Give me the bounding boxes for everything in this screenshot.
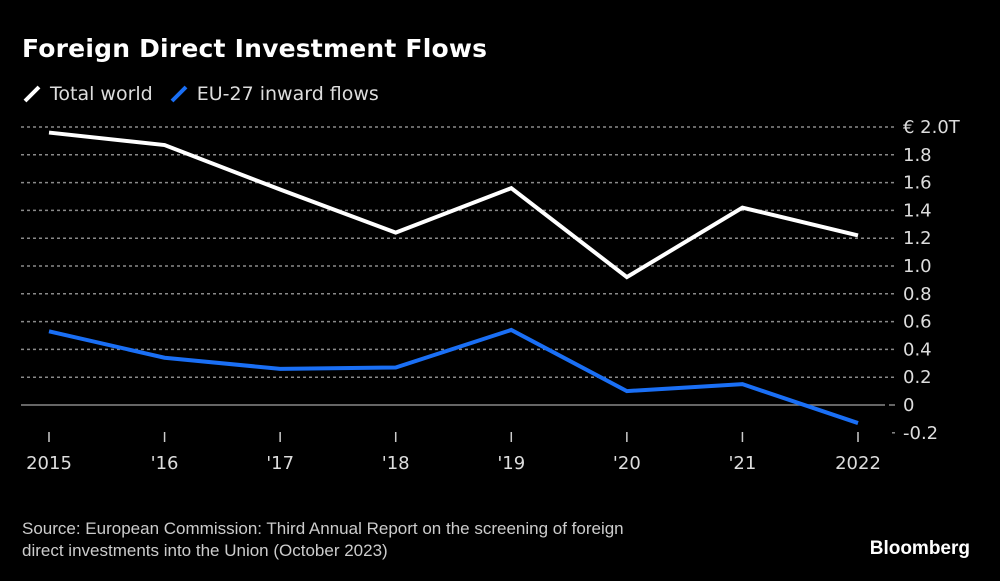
y-tick-label: 1.8 [903, 145, 932, 166]
legend-label-total-world: Total world [50, 83, 153, 105]
legend-swatch-total-world [22, 84, 42, 104]
x-tick-label: '18 [382, 453, 410, 474]
x-tick-label: '17 [266, 453, 294, 474]
y-tick-label: 0.4 [903, 339, 932, 360]
bloomberg-logo: Bloomberg [869, 538, 970, 559]
x-axis-ticks: 2015 '16 '17 '18 '19 '20 '21 2022 [26, 432, 881, 474]
legend: Total world EU-27 inward flows [22, 83, 395, 105]
series-line-total-world [48, 130, 859, 280]
x-tick-label: 2022 [835, 453, 881, 474]
series-line-eu27-inward-flows [48, 327, 859, 425]
y-axis-ticks: € 2.0T 1.8 1.6 1.4 1.2 1.0 0.8 0.6 0.4 0.2 0 -0.2 [903, 117, 961, 444]
y-tick-label: 0 [903, 395, 914, 416]
source-line-2: direct investments into the Union (Octob… [22, 541, 388, 560]
x-tick-label: '20 [613, 453, 641, 474]
source-line-1: Source: European Commission: Third Annua… [22, 519, 624, 538]
chart-title: Foreign Direct Investment Flows [22, 34, 488, 63]
legend-item-total-world: Total world [22, 83, 153, 105]
y-tick-label: 1.2 [903, 228, 932, 249]
legend-swatch-eu27 [169, 84, 189, 104]
legend-item-eu27: EU-27 inward flows [169, 83, 379, 105]
series-lines [48, 130, 859, 425]
y-tick-label: 1.6 [903, 173, 932, 194]
y-tick-label: 0.2 [903, 367, 932, 388]
y-tick-label: 1.0 [903, 256, 932, 277]
x-tick-label: '16 [151, 453, 179, 474]
x-tick-label: 2015 [26, 453, 72, 474]
y-tick-label: € 2.0T [903, 117, 961, 138]
legend-label-eu27: EU-27 inward flows [196, 83, 379, 105]
gridlines [21, 126, 895, 434]
x-tick-label: '21 [728, 453, 756, 474]
source-note: Source: European Commission: Third Annua… [22, 518, 822, 562]
x-tick-label: '19 [497, 453, 525, 474]
y-tick-label: -0.2 [903, 423, 938, 444]
y-tick-label: 0.6 [903, 312, 932, 333]
y-tick-label: 1.4 [903, 200, 932, 221]
y-tick-label: 0.8 [903, 284, 932, 305]
